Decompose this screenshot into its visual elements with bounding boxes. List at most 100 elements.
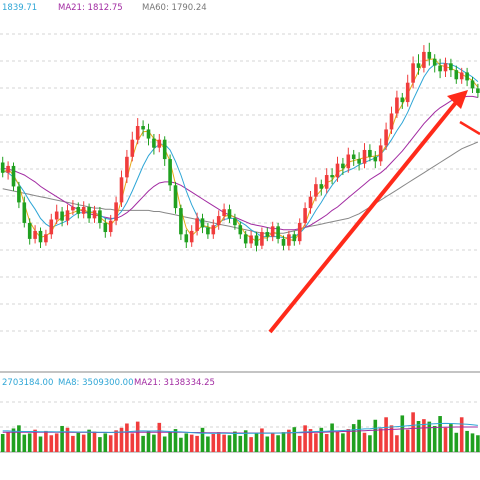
volume-bar xyxy=(65,427,70,452)
price-legend-ma8: 1839.71 xyxy=(2,3,37,13)
candle xyxy=(233,213,237,230)
candle-body xyxy=(162,139,167,160)
volume-bar xyxy=(233,431,237,452)
volume-bar xyxy=(324,434,329,452)
candle xyxy=(189,225,194,247)
candle xyxy=(395,90,399,119)
candle-body xyxy=(6,165,10,173)
candle-body xyxy=(368,149,372,157)
candle xyxy=(17,181,21,209)
candle xyxy=(281,235,286,251)
candle-body xyxy=(405,82,410,103)
volume-bar xyxy=(49,435,54,452)
candle-body xyxy=(276,226,280,239)
volume-bar xyxy=(281,432,286,452)
candle-body xyxy=(389,113,394,130)
candle xyxy=(335,156,340,182)
volume-bar xyxy=(195,435,199,452)
candle xyxy=(184,229,189,248)
candle-body xyxy=(146,129,151,139)
candle-body xyxy=(200,218,205,228)
candle-body xyxy=(49,219,54,235)
candle-body xyxy=(141,126,145,130)
candle xyxy=(346,147,351,173)
volume-bar xyxy=(211,434,216,452)
volume-bar xyxy=(470,433,475,452)
candle-body xyxy=(459,72,464,80)
candle-body xyxy=(470,80,475,89)
candle-body xyxy=(454,70,459,80)
volume-bar xyxy=(22,434,27,452)
candle xyxy=(168,154,172,191)
volume-bar xyxy=(17,425,21,452)
candle-body xyxy=(22,202,27,223)
candle xyxy=(449,58,453,77)
candle xyxy=(152,134,156,155)
candle-body xyxy=(281,238,286,246)
volume-bar xyxy=(98,437,102,452)
volume-bar xyxy=(400,415,405,452)
candle xyxy=(373,151,378,169)
volume-bar xyxy=(362,432,367,452)
candle xyxy=(162,136,167,166)
candle-body xyxy=(384,129,388,146)
volume-bar xyxy=(162,436,167,452)
volume-bar xyxy=(449,424,453,452)
candle xyxy=(49,213,54,239)
volume-bar xyxy=(103,433,108,452)
candle-body xyxy=(211,225,216,235)
candle-body xyxy=(76,206,81,214)
candle-body xyxy=(303,208,307,223)
volume-bar xyxy=(265,436,270,452)
volume-bar xyxy=(373,419,378,452)
volume-bar xyxy=(0,434,5,452)
candlesticks xyxy=(0,42,480,252)
candle-body xyxy=(335,163,340,178)
candle-body xyxy=(243,234,248,244)
candle xyxy=(76,202,81,219)
volume-bar xyxy=(454,432,459,452)
volume-bar xyxy=(238,435,243,452)
candle-body xyxy=(427,51,432,59)
candle xyxy=(60,206,64,227)
volume-bar xyxy=(76,432,81,452)
candle-body xyxy=(114,202,118,221)
candle-body xyxy=(87,206,91,219)
volume-bar xyxy=(44,430,48,452)
price-legend-ma21: MA21: 1812.75 xyxy=(58,3,123,13)
volume-bar xyxy=(416,421,421,452)
candle xyxy=(389,106,394,134)
volume-bars xyxy=(0,412,480,452)
candle xyxy=(146,123,151,146)
volume-bar xyxy=(465,430,469,452)
volume-bar xyxy=(243,430,248,452)
volume-bar xyxy=(287,429,291,452)
candle-body xyxy=(254,235,259,246)
volume-bar xyxy=(346,429,351,452)
candle-body xyxy=(216,216,221,226)
volume-bar xyxy=(168,432,172,452)
candle xyxy=(476,83,480,98)
candle-body xyxy=(319,184,324,189)
volume-bar xyxy=(308,429,313,452)
candle-body xyxy=(233,218,237,226)
candle xyxy=(130,131,135,162)
volume-bar xyxy=(432,425,437,452)
candle-body xyxy=(184,234,189,243)
candle-body xyxy=(227,209,232,219)
volume-bar xyxy=(411,412,415,452)
candle xyxy=(405,74,410,107)
candle-body xyxy=(265,232,270,237)
candle-body xyxy=(476,88,480,93)
candle-body xyxy=(443,63,448,72)
candle-body xyxy=(195,218,199,231)
candle xyxy=(125,149,129,184)
volume-bar xyxy=(335,431,340,452)
candle xyxy=(65,204,70,226)
candle-body xyxy=(287,234,291,246)
candle-body xyxy=(17,186,21,203)
candle-body xyxy=(92,210,97,219)
uptrend-arrowhead-icon xyxy=(447,90,468,109)
volume-bar xyxy=(125,423,129,452)
volume-moving-averages xyxy=(2,422,478,434)
